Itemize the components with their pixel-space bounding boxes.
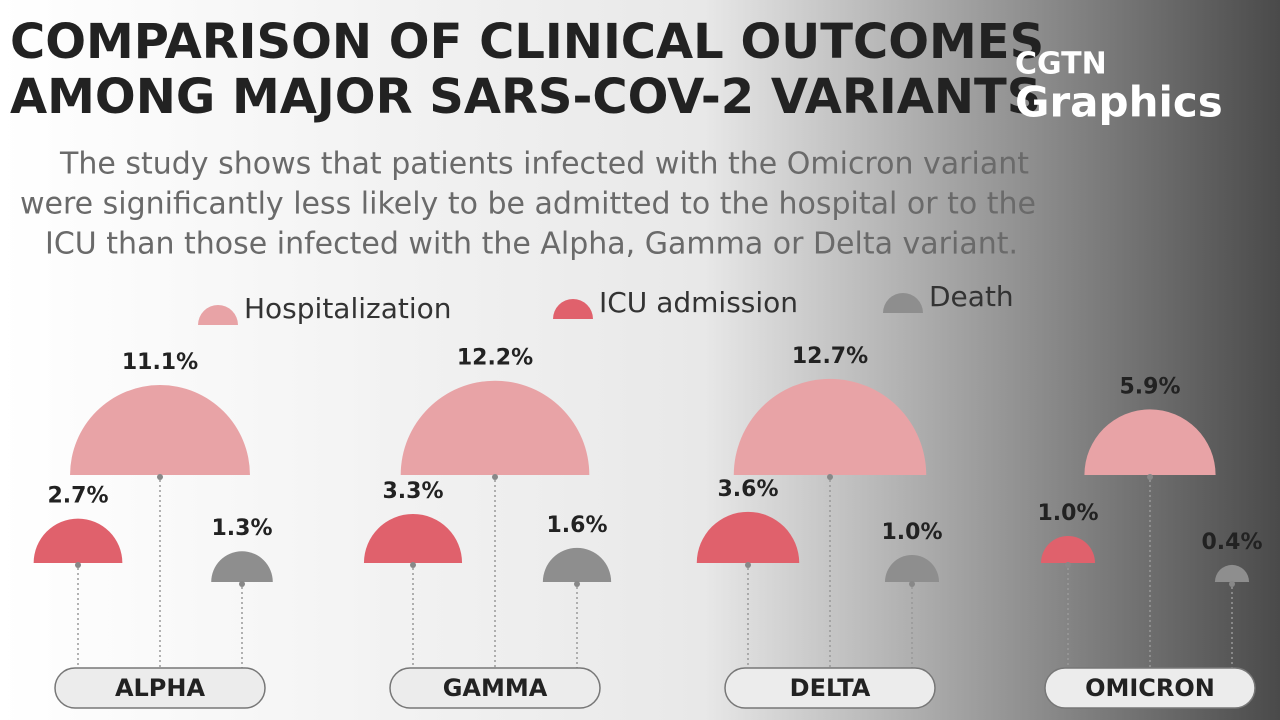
stem-dot xyxy=(75,562,81,568)
value-label: 11.1% xyxy=(122,350,198,375)
value-label: 1.0% xyxy=(881,520,942,545)
logo-text: CGTN xyxy=(1015,47,1107,82)
dome xyxy=(1041,536,1095,563)
stem-dot xyxy=(492,474,498,480)
value-label: 2.7% xyxy=(47,484,108,509)
legend-label: ICU admission xyxy=(599,286,798,319)
dome xyxy=(70,385,250,475)
value-label: 3.3% xyxy=(382,479,443,504)
legend-swatch xyxy=(198,305,238,325)
dome xyxy=(400,380,590,475)
category-pill xyxy=(724,667,936,709)
stem-dot xyxy=(574,581,580,587)
value-label: 0.4% xyxy=(1201,530,1262,555)
value-label: 12.2% xyxy=(457,346,533,371)
value-label: 1.0% xyxy=(1037,501,1098,526)
legend-swatch xyxy=(553,299,593,319)
chart-title: COMPARISON OF CLINICAL OUTCOMES xyxy=(10,14,1044,70)
subtitle: The study shows that patients infected w… xyxy=(59,147,1029,182)
value-label: 5.9% xyxy=(1119,374,1180,399)
stem-dot xyxy=(909,581,915,587)
value-label: 1.3% xyxy=(211,516,272,541)
dome xyxy=(885,555,939,582)
value-label: 1.6% xyxy=(546,513,607,538)
category-label: DELTA xyxy=(790,674,871,702)
dome xyxy=(1084,409,1216,475)
value-label: 12.7% xyxy=(792,344,868,369)
logo-text: Graphics xyxy=(1015,78,1223,127)
stem-dot xyxy=(410,562,416,568)
legend-swatch xyxy=(883,293,923,313)
category-pill xyxy=(54,667,266,709)
category-label: GAMMA xyxy=(443,674,548,702)
legend-label: Death xyxy=(929,280,1014,313)
dome xyxy=(696,511,800,563)
stem-dot xyxy=(239,581,245,587)
value-label: 3.6% xyxy=(717,477,778,502)
dome xyxy=(363,513,463,563)
stem-dot xyxy=(745,562,751,568)
stem-dot xyxy=(157,474,163,480)
category-label: ALPHA xyxy=(115,674,206,702)
category-label: OMICRON xyxy=(1085,674,1215,702)
dome xyxy=(542,547,612,582)
stem-dot xyxy=(827,474,833,480)
stem-dot xyxy=(1147,474,1153,480)
dome xyxy=(1214,564,1250,582)
category-pill xyxy=(1044,667,1256,709)
dome xyxy=(211,551,273,582)
category-pill xyxy=(389,667,601,709)
stem-dot xyxy=(1229,581,1235,587)
subtitle: ICU than those infected with the Alpha, … xyxy=(45,227,1018,262)
chart-title: AMONG MAJOR SARS-COV-2 VARIANTS xyxy=(10,69,1041,125)
dome xyxy=(33,518,123,563)
legend-label: Hospitalization xyxy=(244,292,452,325)
stem-dot xyxy=(1065,562,1071,568)
dome xyxy=(733,378,927,475)
subtitle: were significantly less likely to be adm… xyxy=(20,187,1036,222)
